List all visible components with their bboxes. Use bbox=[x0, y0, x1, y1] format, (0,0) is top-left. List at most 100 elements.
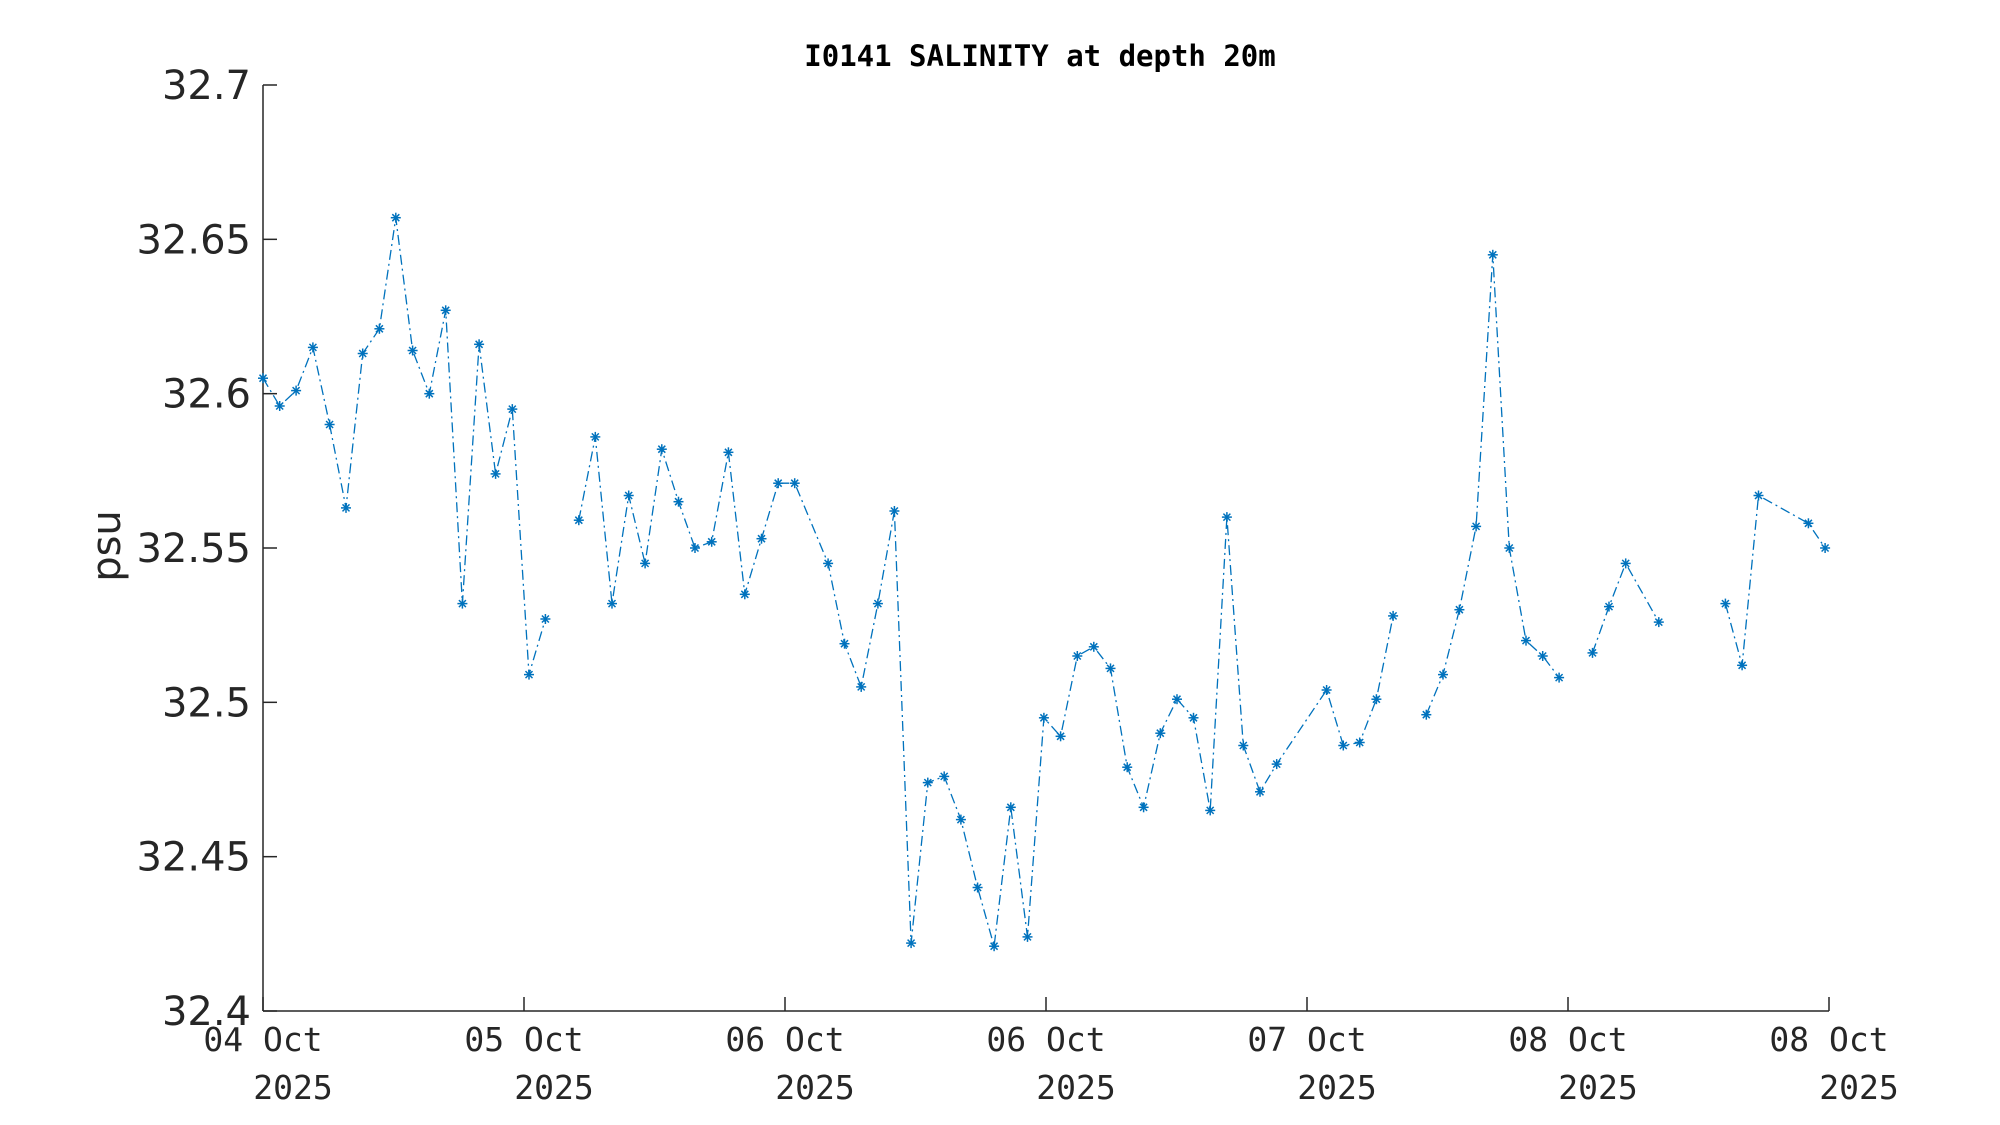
data-point bbox=[590, 431, 601, 442]
data-point bbox=[1038, 712, 1049, 723]
data-point bbox=[1388, 610, 1399, 621]
data-point bbox=[374, 323, 385, 334]
x-tick-label-year: 2025 bbox=[1297, 1068, 1376, 1107]
data-point bbox=[1005, 802, 1016, 813]
y-tick-label: 32.5 bbox=[162, 680, 251, 726]
x-tick-label-day: 06 Oct bbox=[986, 1020, 1105, 1059]
x-tick-label-day: 07 Oct bbox=[1247, 1020, 1366, 1059]
series-line bbox=[262, 217, 547, 675]
data-point bbox=[258, 373, 268, 384]
data-point bbox=[1105, 663, 1116, 674]
data-point bbox=[390, 212, 401, 223]
data-point bbox=[1454, 604, 1465, 615]
data-point bbox=[540, 614, 551, 624]
data-point bbox=[1371, 694, 1382, 705]
data-point bbox=[922, 777, 933, 788]
x-tick-label-year: 2025 bbox=[775, 1068, 854, 1107]
data-point bbox=[773, 478, 784, 489]
data-point bbox=[1122, 762, 1133, 773]
data-point bbox=[756, 533, 767, 544]
data-point bbox=[1354, 737, 1365, 748]
data-point bbox=[307, 342, 318, 353]
data-point bbox=[1338, 740, 1349, 751]
series-line bbox=[1591, 561, 1660, 654]
data-point bbox=[324, 419, 335, 430]
data-point bbox=[1803, 518, 1814, 529]
data-point bbox=[440, 305, 451, 316]
data-point bbox=[1055, 731, 1066, 742]
data-point bbox=[1271, 759, 1282, 770]
data-point bbox=[490, 468, 501, 479]
data-point bbox=[739, 589, 750, 600]
data-point bbox=[1820, 543, 1831, 553]
x-tick-label-day: 06 Oct bbox=[725, 1020, 844, 1059]
data-point bbox=[1321, 685, 1332, 695]
data-point bbox=[673, 496, 684, 507]
data-point bbox=[1537, 651, 1548, 661]
data-point bbox=[1620, 558, 1631, 569]
data-point bbox=[357, 348, 368, 359]
data-point bbox=[274, 401, 285, 411]
data-point bbox=[1155, 728, 1166, 739]
data-point bbox=[1238, 740, 1249, 751]
x-tick-label-day: 04 Oct bbox=[203, 1020, 322, 1059]
data-point bbox=[1072, 651, 1083, 661]
data-point bbox=[939, 771, 950, 782]
data-point bbox=[607, 598, 617, 609]
series-line bbox=[1425, 254, 1560, 715]
y-tick-label: 32.4 bbox=[162, 989, 251, 1035]
data-point bbox=[823, 558, 834, 569]
x-tick-label-year: 2025 bbox=[1036, 1068, 1115, 1107]
series-line bbox=[578, 436, 1394, 947]
data-point bbox=[1653, 617, 1664, 628]
data-point bbox=[1221, 512, 1232, 523]
data-point bbox=[1604, 601, 1614, 612]
data-point bbox=[723, 447, 734, 458]
data-point bbox=[706, 536, 717, 547]
data-point bbox=[1720, 598, 1731, 609]
x-axis-ticks: 04 Oct 2025 05 Oct 2025 06 Oct 2025 06 Oct 2025… bbox=[203, 997, 1899, 1107]
y-axis-label: psu bbox=[84, 510, 130, 582]
data-point bbox=[474, 339, 485, 350]
data-point bbox=[889, 506, 900, 516]
y-tick-label: 32.55 bbox=[136, 526, 251, 572]
data-point bbox=[789, 478, 800, 489]
data-point bbox=[1471, 521, 1482, 532]
x-tick-label-day: 08 Oct bbox=[1769, 1020, 1888, 1059]
data-point bbox=[955, 814, 966, 825]
data-point bbox=[1587, 647, 1598, 658]
data-point bbox=[424, 388, 435, 399]
data-point bbox=[1438, 669, 1448, 680]
data-point bbox=[1022, 931, 1033, 942]
data-point bbox=[341, 502, 351, 513]
x-tick-label-day: 08 Oct bbox=[1508, 1020, 1627, 1059]
x-tick-label-day: 05 Oct bbox=[464, 1020, 583, 1059]
data-point bbox=[690, 543, 700, 553]
data-point bbox=[1504, 543, 1515, 553]
data-point bbox=[1205, 805, 1216, 816]
data-point bbox=[573, 515, 584, 526]
data-point bbox=[839, 638, 850, 649]
data-point bbox=[1554, 672, 1565, 683]
x-tick-label-year: 2025 bbox=[253, 1068, 332, 1107]
x-tick-label-year: 2025 bbox=[1558, 1068, 1637, 1107]
data-point bbox=[640, 558, 651, 569]
y-tick-label: 32.45 bbox=[136, 835, 251, 881]
data-point bbox=[1188, 712, 1199, 723]
y-axis-ticks: 32.4 32.45 32.5 32.55 32.6 32.65 32.7 bbox=[136, 63, 277, 1035]
y-tick-label: 32.6 bbox=[162, 372, 251, 418]
data-point bbox=[1255, 786, 1265, 797]
data-point bbox=[407, 345, 418, 356]
data-point bbox=[1138, 802, 1149, 813]
data-point bbox=[972, 882, 983, 893]
data-point bbox=[1753, 490, 1764, 501]
data-point bbox=[872, 598, 883, 609]
data-point bbox=[1487, 249, 1498, 260]
data-point bbox=[1172, 694, 1182, 705]
data-point bbox=[524, 669, 534, 680]
y-tick-label: 32.65 bbox=[136, 217, 251, 263]
data-point bbox=[457, 598, 468, 609]
data-point bbox=[507, 404, 518, 415]
data-series bbox=[258, 212, 1831, 952]
